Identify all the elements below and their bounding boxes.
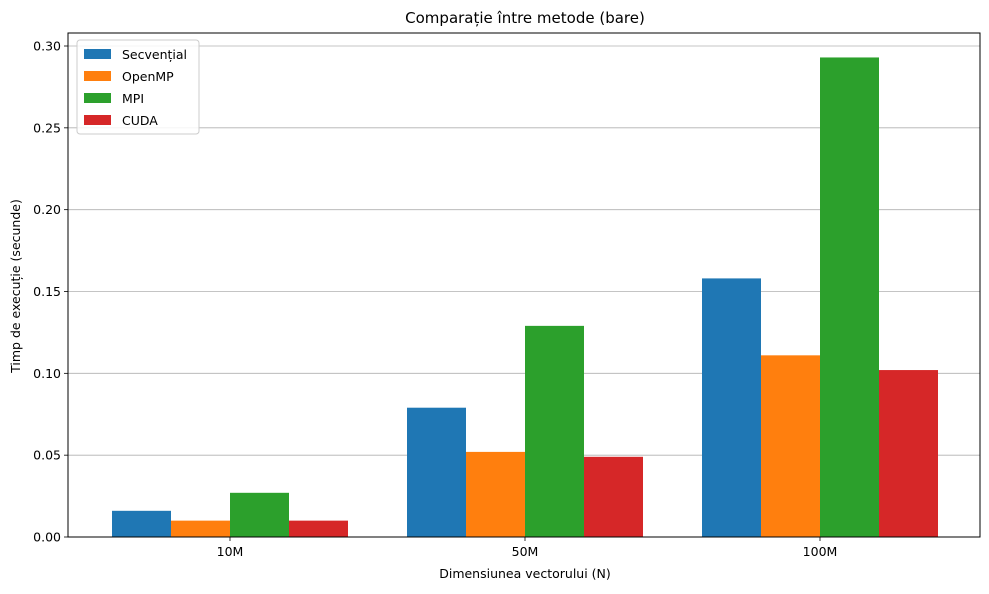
grid-lines	[68, 45, 980, 538]
bar-cuda-50m	[584, 456, 643, 537]
y-axis-label: Timp de execuție (secunde)	[8, 199, 23, 374]
bar-mpi-50m	[525, 325, 584, 537]
x-tick-label: 10M	[217, 544, 244, 559]
x-tick-label: 50M	[512, 544, 539, 559]
y-tick-label: 0.10	[33, 366, 61, 381]
bar-secvențial-100m	[702, 278, 761, 537]
legend-label: OpenMP	[122, 69, 174, 84]
y-tick-label: 0.05	[33, 448, 61, 463]
bar-secvențial-50m	[407, 407, 466, 537]
bar-cuda-100m	[879, 370, 938, 537]
legend-label: CUDA	[122, 113, 158, 128]
bar-secvențial-10m	[112, 510, 171, 537]
y-tick-label: 0.20	[33, 202, 61, 217]
bars	[112, 57, 938, 537]
y-tick-label: 0.30	[33, 39, 61, 54]
legend-swatch	[84, 71, 111, 81]
x-tick-label: 100M	[803, 544, 838, 559]
x-axis-label: Dimensiunea vectorului (N)	[439, 566, 611, 581]
axes: 0.00 0.05 0.10 0.15 0.20 0.25 0.30 10M 50M 100M	[33, 39, 837, 560]
y-tick-label: 0.15	[33, 284, 61, 299]
bar-mpi-10m	[230, 492, 289, 537]
bar-mpi-100m	[820, 57, 879, 537]
chart-title: Comparație între metode (bare)	[405, 9, 645, 27]
legend-swatch	[84, 49, 111, 59]
y-tick-label: 0.25	[33, 120, 61, 135]
legend-box	[76, 39, 200, 135]
bar-cuda-10m	[289, 520, 348, 537]
legend-label: MPI	[122, 91, 144, 106]
legend-swatch	[84, 93, 111, 103]
bar-openmp-100m	[761, 355, 820, 537]
bar-openmp-50m	[466, 451, 525, 537]
legend-label: Secvențial	[122, 47, 187, 62]
legend-swatch	[84, 115, 111, 125]
y-tick-label: 0.00	[33, 530, 61, 545]
plot-frame	[67, 32, 981, 538]
legend: Secvențial OpenMP MPI CUDA	[76, 39, 200, 135]
bar-openmp-10m	[171, 520, 230, 537]
